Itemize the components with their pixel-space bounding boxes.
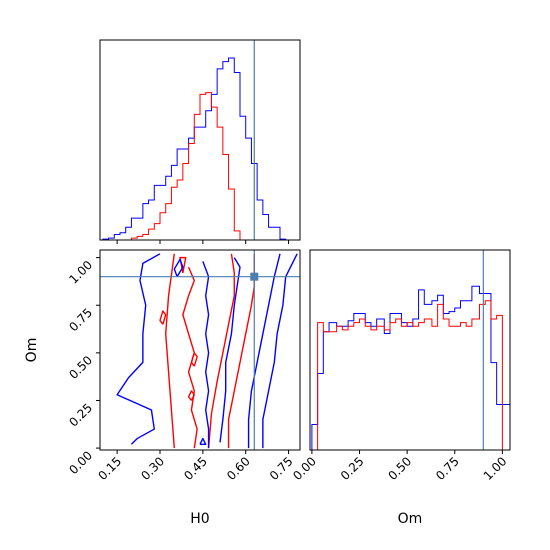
om-marginal-frame xyxy=(309,249,511,451)
contour-red-7 xyxy=(187,390,195,401)
joint-frame xyxy=(99,249,301,451)
om-tick-label-3: 0.75 xyxy=(66,305,95,334)
om-marginal-tick-label-3: 0.75 xyxy=(433,454,462,483)
h0-tick-label-0: 0.15 xyxy=(95,454,124,483)
om-marginal-tick-label-4: 1.00 xyxy=(481,454,510,483)
h0-histogram-series-1 xyxy=(130,92,241,240)
h0-marginal-panel xyxy=(99,39,301,244)
h0-marginal-series xyxy=(102,57,287,240)
contour-red-5 xyxy=(159,310,167,325)
contour-blue-2 xyxy=(247,253,281,449)
om-tick-label-1: 0.25 xyxy=(66,401,95,430)
om-tick-label-2: 0.50 xyxy=(66,353,95,382)
contour-blue-0 xyxy=(116,253,161,445)
joint-panel: 0.15 0.30 0.45 0.60 0.75 0.00 0.25 0.50 0.75 1.0… xyxy=(24,249,301,527)
contour-red-6 xyxy=(190,352,198,367)
h0-axis-label: H0 xyxy=(190,511,209,527)
om-tick-label-0: 0.00 xyxy=(66,448,95,477)
om-marginal-tick-label-1: 0.25 xyxy=(338,454,367,483)
om-marginal-tick-label-2: 0.50 xyxy=(385,454,414,483)
joint-x-ticks: 0.15 0.30 0.45 0.60 0.75 xyxy=(95,450,296,483)
h0-marginal-frame xyxy=(99,39,301,241)
om-histogram-series-1 xyxy=(311,300,503,451)
joint-truth-lines xyxy=(100,250,300,450)
h0-marginal-frame-bg xyxy=(100,40,300,240)
om-marginal-tick-label-0: 0.00 xyxy=(290,454,319,483)
h0-tick-label-4: 0.75 xyxy=(267,454,296,483)
om-histogram-series-0 xyxy=(311,285,511,450)
h0-marginal-ticks xyxy=(116,240,290,244)
h0-tick-label-1: 0.30 xyxy=(138,454,167,483)
h0-tick-label-3: 0.60 xyxy=(224,454,253,483)
om-marginal-x-ticks: 0.00 0.25 0.50 0.75 1.00 xyxy=(290,450,510,483)
joint-y-ticks: 0.00 0.25 0.50 0.75 1.00 xyxy=(66,257,100,477)
om-tick-label-4: 1.00 xyxy=(66,258,95,287)
contour-blue-4 xyxy=(202,261,210,449)
contour-blue-3 xyxy=(219,257,241,443)
contour-blue-6 xyxy=(199,437,207,445)
contour-blue-1 xyxy=(262,253,298,449)
om-marginal-panel: 0.00 0.25 0.50 0.75 1.00 Om xyxy=(290,249,511,527)
om-marginal-frame-bg xyxy=(310,250,510,450)
h0-tick-label-2: 0.45 xyxy=(181,454,210,483)
contour-blue-5 xyxy=(173,258,184,278)
contour-red-0 xyxy=(165,253,175,449)
joint-truth-marker xyxy=(250,272,259,281)
joint-frame-bg xyxy=(100,250,300,450)
om-marginal-axis-label: Om xyxy=(398,511,423,527)
om-axis-label: Om xyxy=(24,338,40,363)
om-marginal-series xyxy=(311,285,511,451)
